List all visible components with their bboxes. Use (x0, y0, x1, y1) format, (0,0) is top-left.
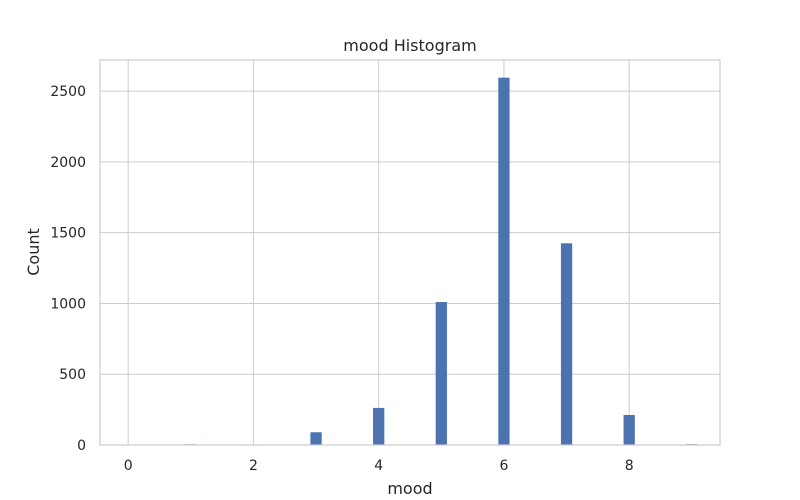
histogram-bar (310, 432, 322, 445)
x-axis-label: mood (387, 479, 432, 498)
y-axis-label: Count (24, 228, 43, 276)
x-tick-label: 0 (124, 458, 133, 474)
y-tick-label: 0 (77, 438, 86, 454)
y-tick-label: 1000 (50, 296, 86, 312)
y-tick-label: 2500 (50, 84, 86, 100)
histogram-bar (435, 302, 447, 445)
y-tick-label: 500 (59, 367, 86, 383)
histogram-bar (623, 414, 635, 445)
x-tick-label: 4 (374, 458, 383, 474)
x-axis-ticks: 0 2 4 6 8 (124, 458, 634, 474)
chart-title: mood Histogram (343, 36, 476, 55)
histogram-bar (373, 407, 385, 445)
y-tick-label: 1500 (50, 226, 86, 242)
grid-layer (100, 60, 720, 446)
x-tick-label: 2 (249, 458, 258, 474)
plot-frame (99, 59, 721, 446)
x-tick-label: 8 (625, 458, 634, 474)
bars-layer (122, 77, 698, 445)
histogram-bar (560, 243, 573, 445)
histogram-bar (498, 77, 510, 445)
y-tick-label: 2000 (50, 155, 86, 171)
x-tick-label: 6 (499, 458, 508, 474)
y-axis-ticks: 0 500 1000 1500 2000 2500 (50, 84, 86, 454)
